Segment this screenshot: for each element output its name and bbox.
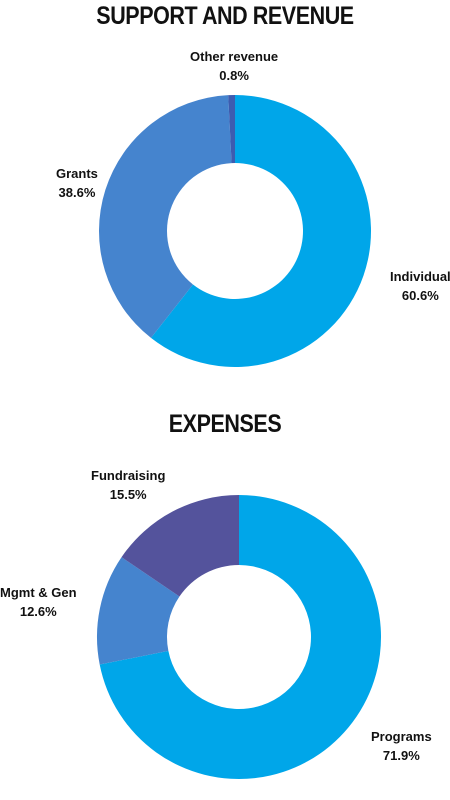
- slice-label-fundraising: Fundraising 15.5%: [91, 466, 165, 504]
- slice-label-mgmt-gen: Mgmt & Gen 12.6%: [0, 583, 77, 621]
- slice-label-percent: 38.6%: [58, 185, 96, 200]
- slice-label-name: Mgmt & Gen: [0, 585, 77, 600]
- slice-label-name: Grants: [56, 166, 98, 181]
- slice-mgmt-gen: [97, 557, 180, 665]
- slice-other-revenue: [228, 95, 235, 164]
- slice-label-percent: 15.5%: [109, 487, 147, 502]
- slice-label-percent: 60.6%: [401, 288, 439, 303]
- slice-label-percent: 12.6%: [19, 604, 57, 619]
- support-revenue-title: SUPPORT AND REVENUE: [96, 2, 354, 30]
- slice-programs: [99, 495, 381, 779]
- slice-label-individual: Individual 60.6%: [390, 267, 450, 305]
- slice-individual: [150, 95, 371, 367]
- slice-label-grants: Grants 38.6%: [56, 164, 98, 202]
- slice-label-percent: 71.9%: [382, 748, 420, 763]
- slice-label-name: Individual: [390, 269, 450, 284]
- expenses-donut: [97, 495, 381, 779]
- slice-fundraising: [121, 495, 239, 597]
- slice-label-other-revenue: Other revenue 0.8%: [190, 47, 278, 85]
- slice-label-name: Fundraising: [91, 468, 166, 483]
- slice-label-percent: 0.8%: [219, 68, 249, 83]
- expenses-title: EXPENSES: [168, 410, 282, 438]
- slice-grants: [98, 95, 232, 338]
- slice-label-name: Programs: [371, 729, 432, 744]
- slice-label-name: Other revenue: [190, 49, 279, 64]
- slice-label-programs: Programs 71.9%: [371, 727, 432, 765]
- support-revenue-donut: [98, 95, 371, 367]
